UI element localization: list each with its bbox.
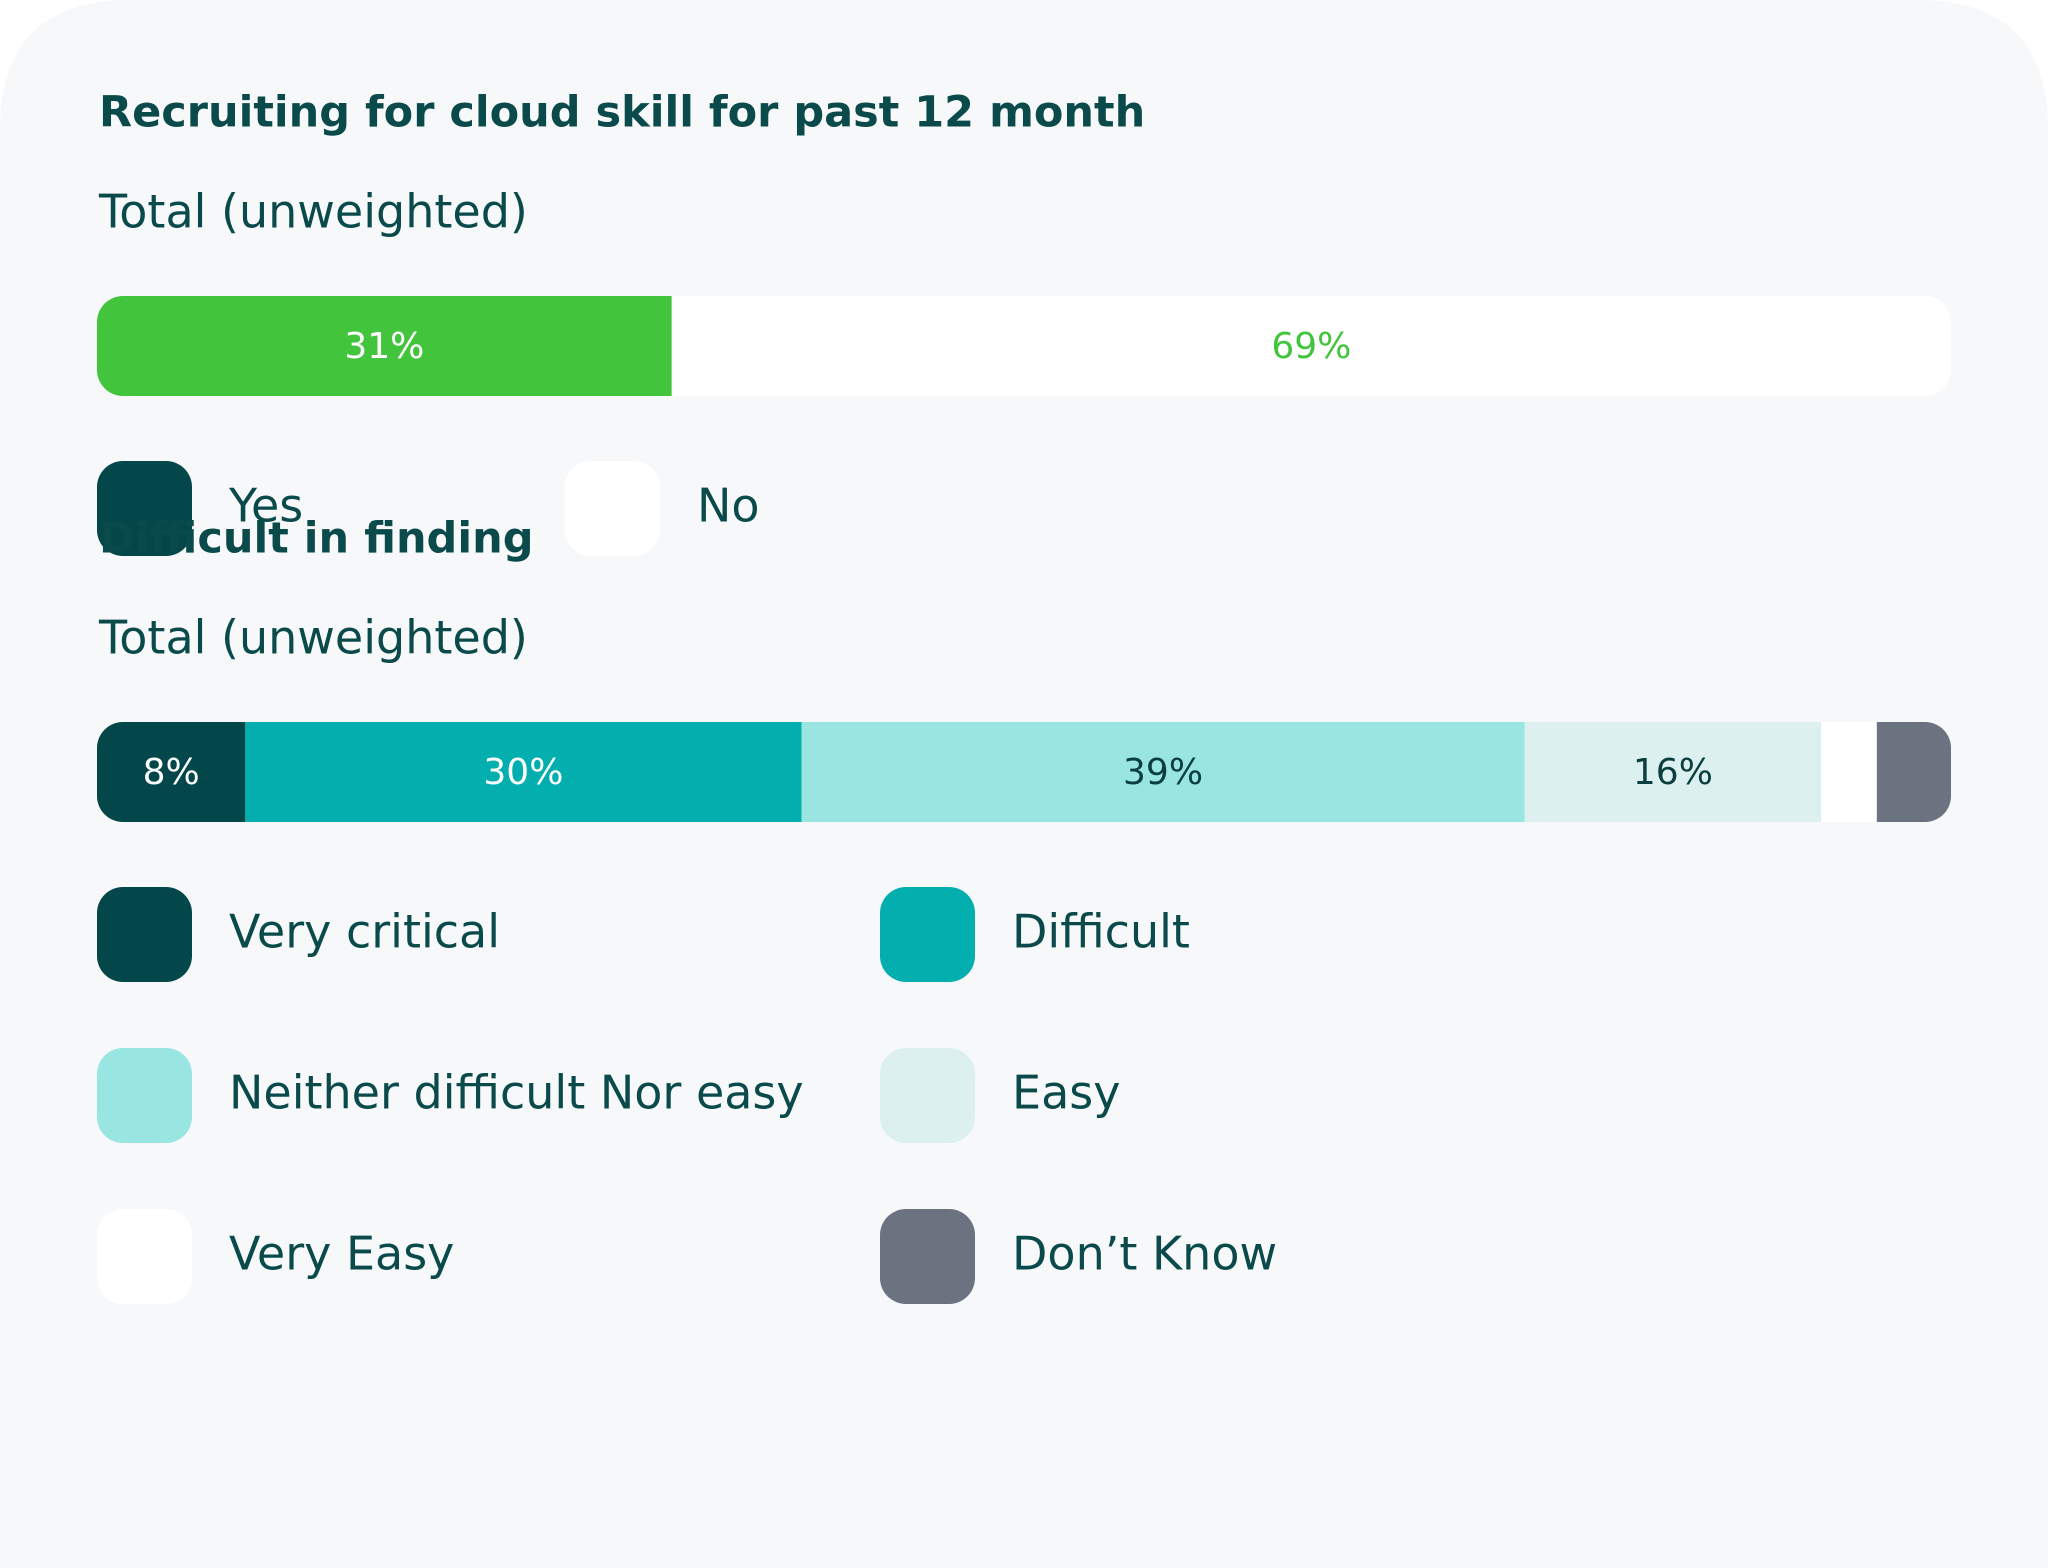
legend-swatch — [97, 1048, 192, 1143]
legend-swatch — [880, 1209, 975, 1304]
legend-label: No — [697, 479, 760, 533]
category-label: Total (unweighted) — [98, 185, 528, 239]
legend-swatch — [880, 887, 975, 982]
value-label: 39% — [1123, 752, 1203, 793]
chart-title: Difficult in finding — [99, 514, 533, 564]
value-label: 16% — [1633, 752, 1713, 793]
bar-segment — [801, 722, 1525, 822]
category-label: Total (unweighted) — [98, 611, 528, 665]
bar-segment — [97, 722, 246, 822]
bar-segment — [1821, 722, 1877, 822]
legend-label: Very critical — [229, 905, 500, 959]
bar-segment — [97, 296, 672, 396]
legend-swatch — [97, 1209, 192, 1304]
legend-label: Don’t Know — [1012, 1227, 1277, 1281]
value-label: 69% — [1271, 326, 1351, 367]
legend-label: Neither difficult Nor easy — [229, 1066, 804, 1120]
bar-segment — [671, 296, 1951, 396]
value-label: 8% — [143, 752, 200, 793]
chart-title: Recruiting for cloud skill for past 12 m… — [99, 88, 1145, 138]
value-label: 30% — [483, 752, 563, 793]
legend-label: Yes — [228, 479, 303, 533]
legend-label: Difficult — [1012, 905, 1190, 959]
bar-segment — [1524, 722, 1822, 822]
legend-swatch — [565, 461, 660, 556]
bar-segment — [1876, 722, 1951, 822]
legend-swatch — [97, 461, 192, 556]
legend-label: Easy — [1012, 1066, 1120, 1120]
legend-swatch — [880, 1048, 975, 1143]
bar-group — [97, 722, 1951, 822]
legend-swatch — [97, 887, 192, 982]
legend-label: Very Easy — [229, 1227, 454, 1281]
bar-group — [97, 296, 1951, 396]
value-label: 31% — [344, 326, 424, 367]
bar-segment — [245, 722, 802, 822]
